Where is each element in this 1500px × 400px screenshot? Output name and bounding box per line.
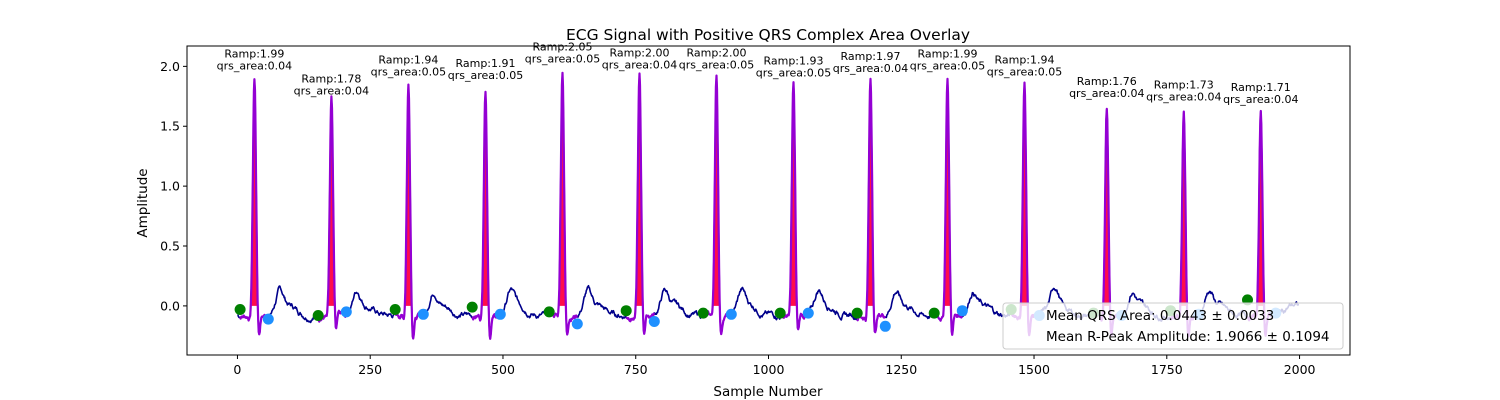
qrs-onset-marker-7 [697,307,709,319]
ramp-label-9: Ramp:1.97 [840,50,900,63]
qrs-onset-marker-5 [543,306,555,318]
qrs-segment-line-6 [625,72,656,335]
legend-box [1002,302,1344,350]
legend-entry-mean-qrs-area: Mean QRS Area: 0.0443 ± 0.0033 [1046,308,1274,324]
x-tick-label-1750: 1750 [1151,362,1183,377]
ramp-label-4: Ramp:1.91 [455,57,515,70]
qrs-offset-marker-5 [571,318,583,330]
ramp-label-7: Ramp:2.00 [686,46,746,59]
axes-layer: 0 250 500 750 1000 1250 1500 1750 2000 0.0 0.5 1.0 1… [160,45,1351,377]
qrs-offset-marker-2 [340,306,352,318]
legend-entry-mean-r-peak-amplitude: Mean R-Peak Amplitude: 1.9066 ± 0.1094 [1046,329,1330,345]
x-tick-label-500: 500 [491,362,515,377]
y-tick-label-3: 1.5 [160,119,180,134]
ramp-label-8: Ramp:1.93 [763,55,823,68]
qrs-area-label-3: qrs_area:0.05 [371,66,446,79]
qrs-offset-marker-3 [417,308,429,320]
ramp-label-6: Ramp:2.00 [609,46,669,59]
ramp-label-13: Ramp:1.73 [1154,79,1214,92]
qrs-offset-marker-1 [262,313,274,325]
legend: Mean QRS Area: 0.0443 ± 0.0033 Mean R-Pe… [1002,302,1344,350]
qrs-onset-marker-8 [774,307,786,319]
qrs-area-label-13: qrs_area:0.04 [1146,91,1221,104]
qrs-onset-marker-1 [234,304,246,315]
qrs-area-fill-1 [240,79,269,306]
qrs-area-label-7: qrs_area:0.05 [679,58,754,71]
qrs-segment-line-9 [856,77,886,334]
ramp-label-1: Ramp:1.99 [224,48,284,61]
qrs-area-label-2: qrs_area:0.04 [294,85,369,98]
qrs-area-label-6: qrs_area:0.04 [602,58,677,71]
qrs-offset-marker-4 [494,308,506,320]
qrs-offset-marker-6 [648,316,660,327]
qrs-offset-marker-9 [879,320,891,332]
x-axis-label: Sample Number [713,384,823,400]
ramp-label-14: Ramp:1.71 [1231,81,1291,94]
qrs-onset-marker-2 [312,310,324,321]
chart-title: ECG Signal with Positive QRS Complex Are… [566,26,970,44]
x-tick-label-250: 250 [358,362,382,377]
qrs-area-label-4: qrs_area:0.05 [448,69,523,82]
qrs-segment-line-10 [933,77,963,336]
qrs-segment-line-5 [548,71,578,336]
x-tick-label-2000: 2000 [1284,362,1316,377]
y-tick-label-1: 0.5 [160,239,180,254]
qrs-area-label-1: qrs_area:0.04 [217,60,292,73]
qrs-onset-marker-9 [851,307,863,319]
x-tick-label-750: 750 [624,362,648,377]
qrs-area-label-9: qrs_area:0.04 [833,62,908,75]
qrs-onset-marker-6 [620,305,632,317]
qrs-area-label-10: qrs_area:0.05 [910,60,985,73]
qrs-onset-marker-4 [466,301,478,313]
x-tick-label-1500: 1500 [1018,362,1050,377]
y-tick-label-0: 0.0 [160,298,180,313]
y-axis-label: Amplitude [135,168,151,237]
ramp-label-11: Ramp:1.94 [994,54,1054,67]
ramp-label-3: Ramp:1.94 [378,54,438,67]
qrs-area-label-14: qrs_area:0.04 [1223,93,1298,106]
qrs-onset-marker-3 [389,304,401,315]
qrs-offset-marker-10 [956,305,968,317]
qrs-area-label-5: qrs_area:0.05 [525,52,600,65]
y-tick-label-2: 1.0 [160,179,180,194]
x-tick-label-1000: 1000 [753,362,785,377]
ramp-label-2: Ramp:1.78 [301,73,361,86]
x-tick-label-0: 0 [233,362,241,377]
qrs-onset-marker-10 [928,307,940,319]
qrs-area-label-11: qrs_area:0.05 [987,66,1062,79]
beat-labels-layer: Ramp:1.99qrs_area:0.04Ramp:1.78qrs_area:… [217,40,1299,106]
y-tick-label-4: 2.0 [160,59,180,74]
qrs-segment-line-4 [471,90,502,340]
qrs-offset-marker-8 [802,307,814,319]
qrs-area-label-8: qrs_area:0.05 [756,67,831,80]
ramp-label-12: Ramp:1.76 [1077,75,1137,88]
ramp-label-10: Ramp:1.99 [917,48,977,61]
qrs-offset-marker-7 [725,308,737,320]
ramp-label-5: Ramp:2.05 [532,40,592,53]
qrs-area-label-12: qrs_area:0.04 [1069,87,1144,100]
x-tick-label-1250: 1250 [885,362,917,377]
